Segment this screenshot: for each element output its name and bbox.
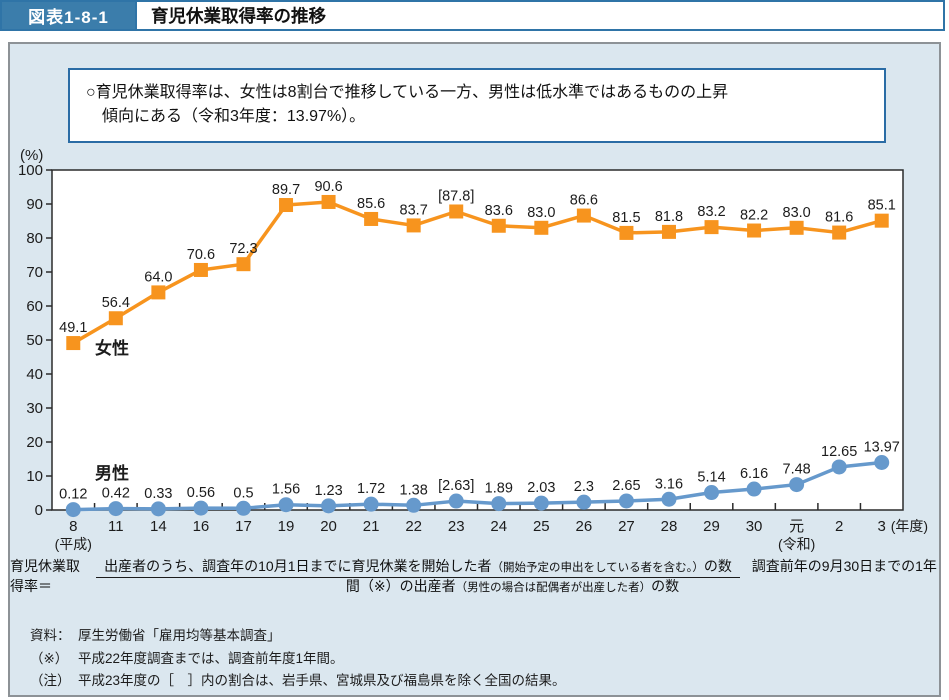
svg-text:5.14: 5.14 (697, 470, 725, 486)
svg-text:83.2: 83.2 (697, 204, 725, 220)
svg-text:22: 22 (405, 518, 422, 535)
svg-text:0: 0 (35, 502, 43, 519)
svg-text:元: 元 (789, 518, 804, 535)
svg-text:2: 2 (835, 518, 843, 535)
svg-text:3: 3 (878, 518, 886, 535)
summary-line-1: ○育児休業取得率は、女性は8割台で推移している一方、男性は低水準ではあるものの上… (86, 84, 729, 101)
svg-text:[2.63]: [2.63] (438, 478, 474, 494)
svg-text:12.65: 12.65 (821, 444, 857, 460)
svg-text:49.1: 49.1 (59, 320, 87, 336)
svg-text:6.16: 6.16 (740, 466, 768, 482)
svg-text:10: 10 (26, 468, 43, 485)
svg-text:7.48: 7.48 (783, 462, 811, 478)
formula-numerator-small: （開始予定の申出をしている者を含む。） (491, 562, 704, 574)
svg-text:(%): (%) (20, 147, 43, 164)
svg-text:8: 8 (69, 518, 77, 535)
svg-text:2.3: 2.3 (574, 479, 594, 495)
footnote-note: （注） 平成23年度の［ ］内の割合は、岩手県、宮城県及び福島県を除く全国の結果… (30, 673, 566, 689)
formula-fraction: 出産者のうち、調査年の10月1日までに育児休業を開始した者（開始予定の申出をして… (94, 556, 939, 596)
svg-text:1.23: 1.23 (314, 483, 342, 499)
svg-text:89.7: 89.7 (272, 182, 300, 198)
formula-lhs: 育児休業取得率＝ (10, 558, 80, 594)
formula-numerator: 出産者のうち、調査年の10月1日までに育児休業を開始した者（開始予定の申出をして… (96, 558, 740, 578)
svg-text:14: 14 (150, 518, 167, 535)
svg-text:0.42: 0.42 (102, 486, 130, 502)
summary-line-2: 傾向にある（令和3年度：13.97%）。 (102, 108, 366, 125)
figure-header: 図表1-8-1 育児休業取得率の推移 (0, 0, 945, 31)
formula: 育児休業取得率＝ 出産者のうち、調査年の10月1日までに育児休業を開始した者（開… (10, 556, 939, 596)
svg-text:83.7: 83.7 (400, 202, 428, 218)
svg-text:16: 16 (193, 518, 210, 535)
svg-text:0.33: 0.33 (144, 486, 172, 502)
svg-text:56.4: 56.4 (102, 295, 130, 311)
svg-text:83.6: 83.6 (485, 203, 513, 219)
svg-text:20: 20 (26, 434, 43, 451)
trend-chart: (%) 0 10 20 30 40 50 60 70 80 90 100 8(平成) 11 14 16 17 19… (18, 147, 928, 552)
svg-text:83.0: 83.0 (527, 205, 555, 221)
svg-text:[87.8]: [87.8] (438, 188, 474, 204)
svg-text:13.97: 13.97 (864, 440, 900, 456)
svg-text:11: 11 (108, 518, 124, 535)
svg-text:90: 90 (26, 196, 43, 213)
footnote-asterisk: （※） 平成22年度調査までは、調査前年度1年間。 (30, 650, 344, 666)
svg-text:2.03: 2.03 (527, 480, 555, 496)
svg-text:85.1: 85.1 (868, 198, 896, 214)
svg-text:0.56: 0.56 (187, 485, 215, 501)
svg-text:1.38: 1.38 (400, 482, 428, 498)
svg-text:女性: 女性 (95, 338, 129, 358)
svg-text:17: 17 (235, 518, 252, 535)
svg-text:81.5: 81.5 (612, 210, 640, 226)
svg-text:1.89: 1.89 (485, 481, 513, 497)
svg-text:30: 30 (746, 518, 763, 535)
svg-text:86.6: 86.6 (570, 193, 598, 209)
svg-text:1.72: 1.72 (357, 481, 385, 497)
svg-text:1.56: 1.56 (272, 482, 300, 498)
svg-text:50: 50 (26, 332, 43, 349)
svg-text:70.6: 70.6 (187, 247, 215, 263)
svg-text:0.12: 0.12 (59, 487, 87, 503)
svg-text:28: 28 (661, 518, 678, 535)
svg-text:24: 24 (490, 518, 507, 535)
svg-text:80: 80 (26, 230, 43, 247)
svg-text:21: 21 (363, 518, 380, 535)
svg-text:83.0: 83.0 (783, 205, 811, 221)
svg-text:25: 25 (533, 518, 550, 535)
formula-denominator-small: （男性の場合は配偶者が出産した者） (455, 582, 652, 594)
svg-text:64.0: 64.0 (144, 269, 172, 285)
svg-text:72.3: 72.3 (229, 241, 257, 257)
svg-text:81.8: 81.8 (655, 209, 683, 225)
svg-text:19: 19 (278, 518, 295, 535)
svg-text:70: 70 (26, 264, 43, 281)
chart-panel: ○育児休業取得率は、女性は8割台で推移している一方、男性は低水準ではあるものの上… (8, 42, 941, 697)
svg-text:30: 30 (26, 400, 43, 417)
svg-text:2.65: 2.65 (612, 478, 640, 494)
svg-text:40: 40 (26, 366, 43, 383)
formula-denominator: 調査前年の9月30日までの1年間（※）の出産者（男性の場合は配偶者が出産した者）… (345, 558, 937, 594)
svg-text:(令和): (令和) (778, 536, 815, 552)
svg-text:100: 100 (18, 162, 43, 179)
footnotes: 資料： 厚生労働省「雇用均等基本調査」 （※） 平成22年度調査までは、調査前年… (30, 626, 566, 694)
svg-text:85.6: 85.6 (357, 196, 385, 212)
footnote-source: 資料： 厚生労働省「雇用均等基本調査」 (30, 628, 281, 643)
svg-text:82.2: 82.2 (740, 208, 768, 224)
svg-text:29: 29 (703, 518, 720, 535)
svg-text:60: 60 (26, 298, 43, 315)
svg-text:男性: 男性 (95, 463, 129, 483)
svg-text:23: 23 (448, 518, 465, 535)
figure-number-badge: 図表1-8-1 (2, 2, 137, 29)
svg-text:(平成): (平成) (55, 536, 92, 552)
svg-text:20: 20 (320, 518, 337, 535)
svg-text:27: 27 (618, 518, 635, 535)
svg-text:3.16: 3.16 (655, 476, 683, 492)
svg-text:26: 26 (576, 518, 593, 535)
summary-box: ○育児休業取得率は、女性は8割台で推移している一方、男性は低水準ではあるものの上… (68, 68, 886, 143)
page-title: 育児休業取得率の推移 (151, 6, 326, 26)
svg-text:0.5: 0.5 (233, 485, 253, 501)
svg-text:81.6: 81.6 (825, 210, 853, 226)
svg-text:(年度): (年度) (891, 518, 928, 534)
svg-text:90.6: 90.6 (314, 179, 342, 195)
